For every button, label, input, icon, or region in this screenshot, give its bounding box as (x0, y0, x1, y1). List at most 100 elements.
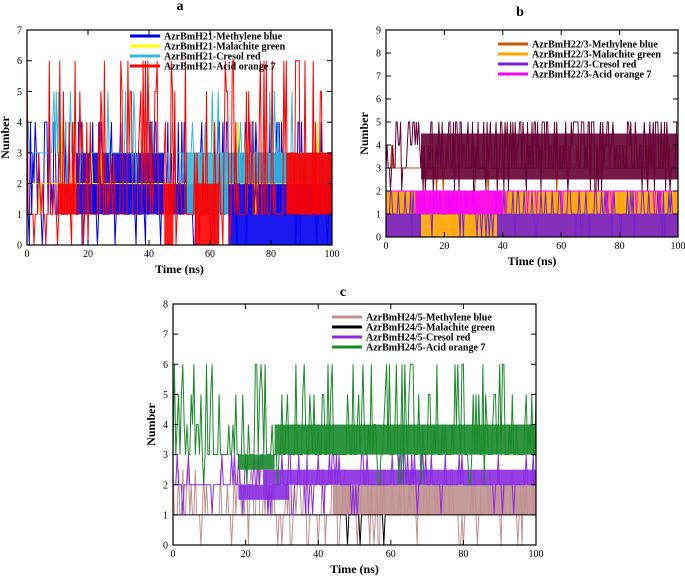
series-4 (27, 60, 332, 245)
legend-label: AzrBmH22/3-Acid orange 7 (532, 70, 651, 81)
series-4-line (173, 363, 536, 486)
plot-area (173, 363, 536, 545)
legend-swatch (332, 315, 362, 319)
legend-swatch (498, 52, 528, 56)
y-tick-label: 6 (17, 56, 22, 67)
x-tick-label: 0 (171, 549, 176, 560)
panel-a: a 0 20 40 60 80 100 0 1 2 3 4 5 6 7 Time (ns) Number Azr… (0, 0, 340, 276)
series-4-block (415, 191, 503, 214)
series-4-block (238, 454, 275, 470)
legend: AzrBmH22/3-Methylene blueAzrBmH22/3-Mala… (498, 40, 661, 81)
y-tick-label: 0 (163, 541, 168, 552)
plot-frame (385, 29, 679, 238)
x-tick-label: 80 (458, 549, 468, 560)
legend-label: AzrBmH22/3-Cresol red (532, 60, 637, 71)
series-2-line (173, 514, 536, 545)
legend-swatch (332, 335, 362, 339)
y-tick-label: 5 (163, 390, 168, 401)
y-tick-label: 3 (163, 450, 168, 461)
legend-label: AzrBmH22/3-Methylene blue (532, 40, 658, 51)
series-3-block (496, 214, 678, 237)
series-4-block (57, 183, 76, 215)
legend-swatch (130, 44, 160, 48)
legend-label: AzrBmH24/5-Acid orange 7 (366, 343, 485, 354)
x-tick-label: 0 (384, 241, 389, 252)
x-tick-label: 60 (556, 241, 566, 252)
y-tick-label: 1 (17, 210, 22, 221)
legend-swatch (130, 64, 160, 68)
y-tick-label: 1 (376, 210, 381, 221)
series-4 (386, 190, 678, 215)
x-tick-label: 20 (241, 549, 251, 560)
legend-swatch (130, 34, 160, 38)
y-tick-label: 2 (17, 179, 22, 190)
x-tick-label: 0 (25, 249, 30, 260)
plot-frame (26, 29, 333, 246)
plot-area (27, 60, 332, 245)
legend-label: AzrBmH24/5-Methylene blue (366, 313, 492, 324)
legend-label: AzrBmH24/5-Malachite green (366, 323, 495, 334)
y-tick-label: 0 (17, 241, 22, 252)
series-4 (173, 363, 536, 486)
y-axis-title: Number (144, 403, 158, 446)
legend-swatch (332, 345, 362, 349)
y-tick-label: 1 (163, 510, 168, 521)
x-tick-label: 40 (144, 249, 154, 260)
y-tick-label: 5 (17, 87, 22, 98)
series-4-line (27, 60, 332, 245)
y-tick-label: 7 (376, 72, 381, 83)
legend: AzrBmH21-Methylene blueAzrBmH21-Malachit… (130, 32, 286, 73)
x-tick-label: 20 (83, 249, 93, 260)
legend-swatch (130, 54, 160, 58)
y-tick-label: 4 (17, 118, 22, 129)
y-tick-label: 2 (376, 187, 381, 198)
y-tick-label: 4 (376, 141, 381, 152)
series-3-line (173, 454, 536, 516)
x-tick-label: 100 (325, 249, 340, 260)
series-3-block (386, 214, 422, 237)
legend-swatch (498, 62, 528, 66)
series-3-line (27, 91, 332, 184)
y-tick-label: 0 (376, 233, 381, 244)
y-tick-label: 3 (17, 148, 22, 159)
series-2 (173, 514, 536, 545)
legend-swatch (498, 72, 528, 76)
legend-swatch (498, 42, 528, 46)
y-tick-label: 3 (376, 164, 381, 175)
series-5-line (386, 121, 678, 192)
panel-letter: b (516, 5, 524, 20)
y-tick-label: 8 (376, 49, 381, 60)
x-tick-label: 40 (498, 241, 508, 252)
y-tick-label: 2 (163, 480, 168, 491)
y-axis-title: Number (357, 112, 371, 155)
y-tick-label: 6 (376, 95, 381, 106)
plot-area (386, 121, 678, 237)
legend-label: AzrBmH22/3-Malachite green (532, 50, 661, 61)
x-tick-label: 60 (386, 549, 396, 560)
legend-label: AzrBmH21-Cresol red (164, 52, 261, 63)
series-5 (386, 121, 678, 192)
legend: AzrBmH24/5-Methylene blueAzrBmH24/5-Mala… (332, 313, 495, 354)
y-tick-label: 7 (163, 330, 168, 341)
legend-label: AzrBmH21-Acid orange 7 (164, 62, 276, 73)
y-tick-label: 7 (17, 26, 22, 37)
series-4-line (386, 190, 678, 215)
x-tick-label: 100 (529, 549, 544, 560)
y-tick-label: 4 (163, 420, 168, 431)
y-tick-label: 6 (163, 360, 168, 371)
y-axis-title: Number (0, 116, 12, 159)
y-tick-label: 9 (376, 26, 381, 37)
y-tick-label: 8 (163, 300, 168, 311)
series-3 (386, 190, 678, 237)
x-axis-title: Time (ns) (508, 254, 557, 268)
panel-letter: c (340, 285, 346, 300)
x-tick-label: 80 (615, 241, 625, 252)
legend-label: AzrBmH21-Malachite green (164, 42, 286, 53)
series-3-block (238, 484, 290, 500)
legend-label: AzrBmH21-Methylene blue (164, 32, 283, 43)
x-tick-label: 60 (205, 249, 215, 260)
legend-label: AzrBmH24/5-Cresol red (366, 333, 471, 344)
panel-letter: a (177, 0, 184, 14)
x-axis-title: Time (ns) (330, 562, 379, 576)
